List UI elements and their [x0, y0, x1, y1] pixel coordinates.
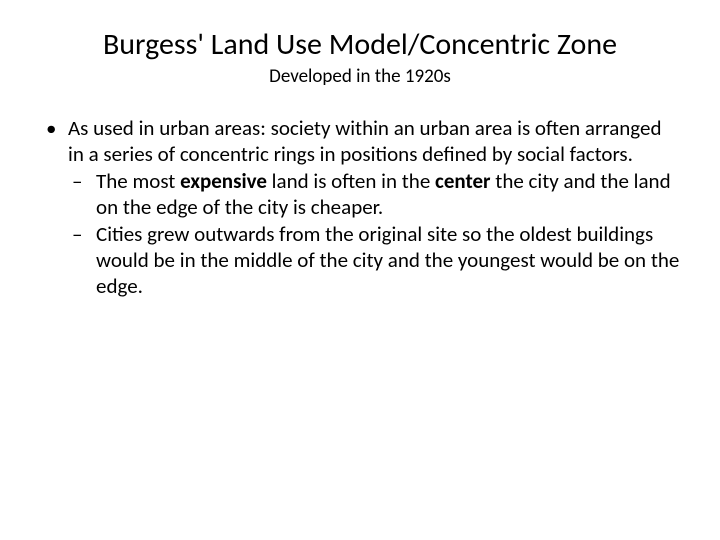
- slide-title: Burgess' Land Use Model/Concentric Zone: [40, 26, 680, 63]
- text-run: land is often in the: [267, 168, 435, 194]
- slide-subtitle: Developed in the 1920s: [40, 65, 680, 88]
- slide-body: As used in urban areas: society within a…: [40, 116, 680, 299]
- slide: Burgess' Land Use Model/Concentric Zone …: [0, 0, 720, 540]
- list-item: As used in urban areas: society within a…: [40, 116, 680, 299]
- bullet-list: As used in urban areas: society within a…: [40, 116, 680, 299]
- list-item: Cities grew outwards from the original s…: [68, 222, 680, 299]
- bold-text: center: [435, 168, 491, 194]
- bullet-text: Cities grew outwards from the original s…: [96, 221, 679, 298]
- sub-bullet-list: The most expensive land is often in the …: [68, 169, 680, 299]
- bullet-text: As used in urban areas: society within a…: [68, 115, 662, 167]
- list-item: The most expensive land is often in the …: [68, 169, 680, 220]
- bold-text: expensive: [180, 168, 267, 194]
- text-run: The most: [96, 168, 180, 194]
